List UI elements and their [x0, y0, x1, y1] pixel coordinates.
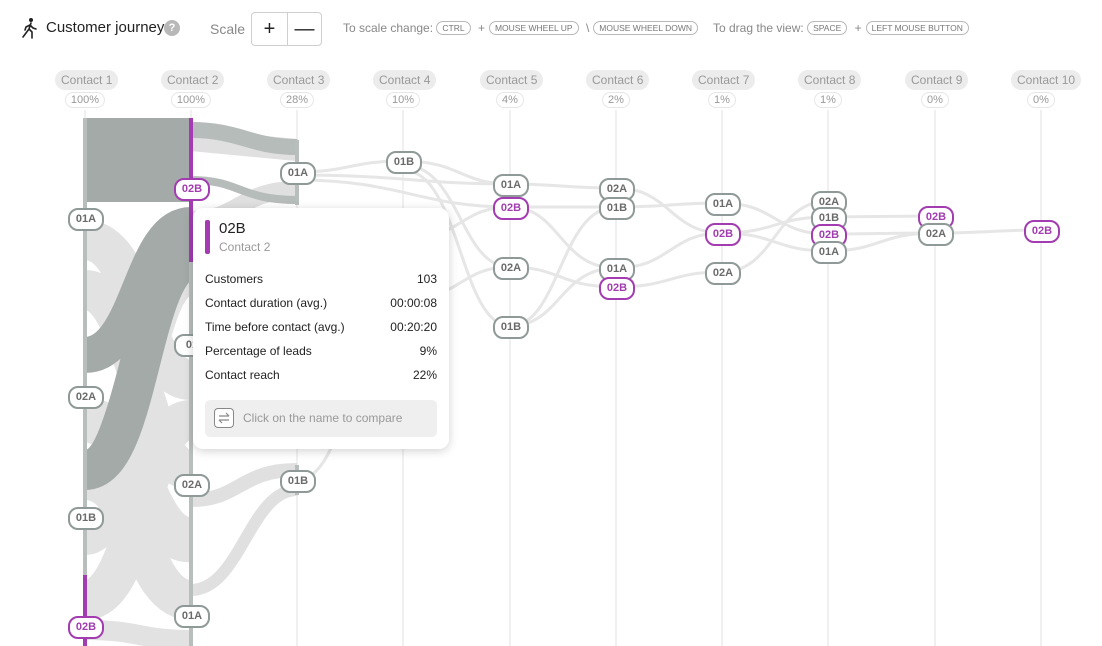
column-percent: 100%	[64, 92, 106, 108]
column-percent: 100%	[170, 92, 212, 108]
tooltip-row-value: 22%	[412, 368, 437, 382]
tooltip-contact: Contact 2	[219, 240, 271, 254]
column-header-5: Contact 5 4%	[480, 70, 544, 108]
column-percent: 1%	[814, 92, 842, 108]
node-c1-02a[interactable]: 02A	[68, 386, 104, 409]
key-wheel-down: MOUSE WHEEL DOWN	[593, 21, 698, 35]
column-name: Contact 6	[586, 70, 650, 90]
node-details-tooltip: 02B Contact 2 Customers 103 Contact dura…	[193, 208, 449, 449]
tooltip-row-value: 00:20:20	[390, 320, 437, 334]
column-name: Contact 1	[55, 70, 119, 90]
node-c5-02a[interactable]: 02A	[493, 257, 529, 280]
node-c1-01b[interactable]: 01B	[68, 507, 104, 530]
column-header-8: Contact 8 1%	[798, 70, 862, 108]
tooltip-row-reach: Contact reach 22%	[205, 368, 437, 382]
key-left-mouse: LEFT MOUSE BUTTON	[865, 21, 969, 35]
column-name: Contact 10	[1011, 70, 1082, 90]
scale-hint-text: To scale change:	[343, 21, 434, 35]
tooltip-row-customers: Customers 103	[205, 272, 437, 286]
node-c4-01b[interactable]: 01B	[386, 151, 422, 174]
page-title: Customer journey	[46, 19, 165, 36]
toolbar: Customer journey ? Scale + — To scale ch…	[0, 0, 1102, 58]
column-name: Contact 4	[373, 70, 437, 90]
node-c7-01a[interactable]: 01A	[705, 193, 741, 216]
tooltip-row-label: Time before contact (avg.)	[205, 320, 345, 334]
column-name: Contact 7	[692, 70, 756, 90]
node-c8-01a[interactable]: 01A	[811, 241, 847, 264]
column-percent: 10%	[385, 92, 421, 108]
tooltip-row-label: Percentage of leads	[205, 344, 312, 358]
key-wheel-up: MOUSE WHEEL UP	[488, 21, 579, 35]
column-header-2: Contact 2 100%	[161, 70, 225, 108]
node-c6-02a[interactable]: 02A	[599, 178, 635, 201]
column-percent: 4%	[496, 92, 524, 108]
column-header-10: Contact 10 0%	[1011, 70, 1082, 108]
tooltip-row-leads: Percentage of leads 9%	[205, 344, 437, 358]
tooltip-row-label: Customers	[205, 272, 264, 286]
column-percent: 0%	[1027, 92, 1055, 108]
column-percent: 2%	[602, 92, 630, 108]
drag-hint: To drag the view: SPACE + LEFT MOUSE BUTT…	[713, 21, 969, 35]
compare-swap-icon	[214, 408, 234, 428]
scale-hint: To scale change: CTRL + MOUSE WHEEL UP \ M…	[343, 21, 698, 35]
help-icon[interactable]: ?	[164, 20, 180, 36]
node-c1-01a[interactable]: 01A	[68, 208, 104, 231]
node-c2-02b-selected[interactable]: 02B	[174, 178, 210, 201]
column-name: Contact 5	[480, 70, 544, 90]
plus-sign: +	[854, 21, 862, 35]
column-percent: 0%	[921, 92, 949, 108]
tooltip-row-time-before: Time before contact (avg.) 00:20:20	[205, 320, 437, 334]
zoom-in-button[interactable]: +	[252, 13, 288, 45]
compare-hint-box[interactable]: Click on the name to compare	[205, 400, 437, 437]
node-c1-02b[interactable]: 02B	[68, 616, 104, 639]
column-name: Contact 3	[267, 70, 331, 90]
node-c5-02b[interactable]: 02B	[493, 197, 529, 220]
node-c6-02b[interactable]: 02B	[599, 277, 635, 300]
node-c5-01a[interactable]: 01A	[493, 174, 529, 197]
column-header-4: Contact 4 10%	[373, 70, 437, 108]
compare-hint-text: Click on the name to compare	[243, 411, 403, 425]
node-c5-01b[interactable]: 01B	[493, 316, 529, 339]
column-header-3: Contact 3 28%	[267, 70, 331, 108]
node-c9-02a[interactable]: 02A	[918, 223, 954, 246]
tooltip-node-name[interactable]: 02B	[219, 220, 246, 237]
drag-hint-text: To drag the view:	[713, 21, 804, 35]
node-c3-01a[interactable]: 01A	[280, 162, 316, 185]
column-header-1: Contact 1 100%	[55, 70, 119, 108]
node-c10-02b[interactable]: 02B	[1024, 220, 1060, 243]
tooltip-row-value: 00:00:08	[390, 296, 437, 310]
dark-flows	[80, 118, 196, 490]
column-name: Contact 2	[161, 70, 225, 90]
node-c6-01a[interactable]: 01A	[599, 258, 635, 281]
column-header-6: Contact 6 2%	[586, 70, 650, 108]
node-c3-01b[interactable]: 01B	[280, 470, 316, 493]
column-percent: 28%	[279, 92, 315, 108]
key-space: SPACE	[807, 21, 848, 35]
node-c6-01b[interactable]: 01B	[599, 197, 635, 220]
walking-person-icon	[22, 18, 37, 39]
node-c7-02b[interactable]: 02B	[705, 223, 741, 246]
node-c2-02a[interactable]: 02A	[174, 474, 210, 497]
column-percent: 1%	[708, 92, 736, 108]
column-name: Contact 8	[798, 70, 862, 90]
key-ctrl: CTRL	[436, 21, 471, 35]
column-header-7: Contact 7 1%	[692, 70, 756, 108]
node-c2-01a[interactable]: 01A	[174, 605, 210, 628]
column-header-9: Contact 9 0%	[905, 70, 969, 108]
column-name: Contact 9	[905, 70, 969, 90]
tooltip-row-value: 9%	[419, 344, 437, 358]
plus-sign: +	[477, 21, 485, 35]
tooltip-color-bar	[205, 220, 210, 254]
zoom-controls: + —	[251, 12, 322, 46]
tooltip-row-label: Contact reach	[205, 368, 280, 382]
tooltip-row-label: Contact duration (avg.)	[205, 296, 328, 310]
tooltip-row-duration: Contact duration (avg.) 00:00:08	[205, 296, 437, 310]
tooltip-row-value: 103	[416, 272, 437, 286]
node-c7-02a[interactable]: 02A	[705, 262, 741, 285]
slash-sign: \	[585, 21, 590, 35]
scale-label: Scale	[210, 21, 246, 37]
zoom-out-button[interactable]: —	[294, 18, 315, 40]
